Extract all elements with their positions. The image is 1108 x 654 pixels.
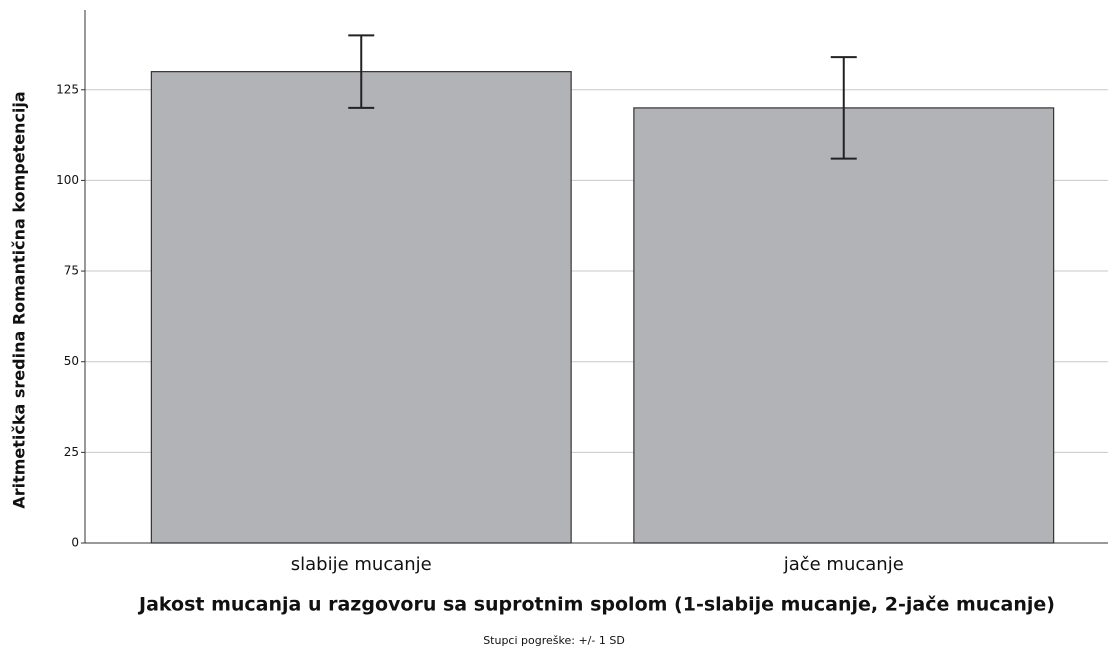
- bar: [633, 107, 1055, 544]
- footnote: Stupci pogreške: +/- 1 SD: [483, 634, 625, 647]
- y-tick-label: 125: [56, 82, 79, 96]
- y-tick-label: 75: [64, 264, 79, 278]
- bar: [150, 71, 572, 544]
- x-axis-label: Jakost mucanja u razgovoru sa suprotnim …: [137, 594, 1055, 616]
- error-bar: [830, 56, 857, 160]
- y-tick-label: 100: [56, 173, 79, 187]
- y-tick-label: 0: [71, 536, 79, 550]
- y-axis-label: Aritmetička sredina Romantična kompetenc…: [10, 91, 29, 508]
- x-tick-label: jače mucanje: [783, 554, 904, 575]
- y-tick-label: 25: [64, 445, 79, 459]
- y-tick-label: 50: [64, 354, 79, 368]
- x-tick-label: slabije mucanje: [291, 554, 432, 575]
- error-bar: [348, 34, 375, 109]
